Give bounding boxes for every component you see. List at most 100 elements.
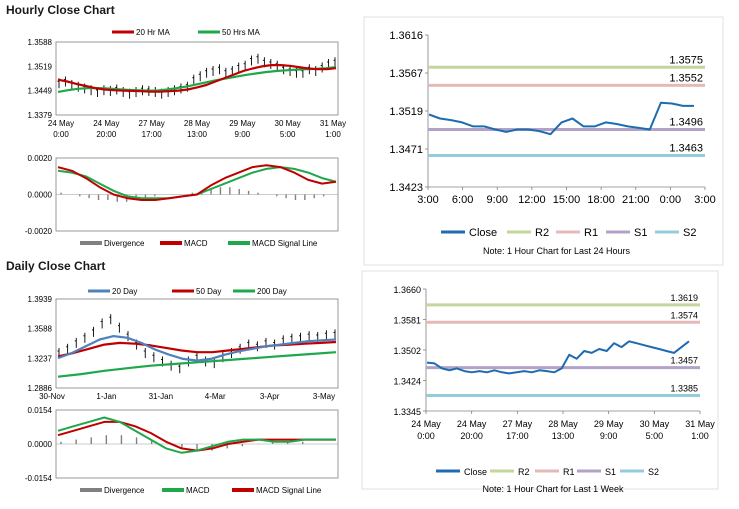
hourly-levels-legend-label: Close [469,227,497,239]
hourly-macd-ytick-label: -0.0020 [25,227,53,236]
daily-levels-legend-label: Close [464,467,487,477]
hourly-levels-legend-label: R2 [535,227,549,239]
hourly-price-xtick-label: 24 May [48,119,74,128]
hourly-macd-series-macd [57,164,337,201]
hourly-levels-xtick-label: 3:00 [417,194,438,206]
daily-levels-xtick-label: 24 May [411,419,441,429]
daily-levels-xtick-label: 13:00 [552,431,575,441]
daily-levels-xtick-label: 28 May [548,419,578,429]
hourly-price-frame [55,41,339,116]
daily-levels-legend-label: S1 [605,467,616,477]
hourly-levels-level-label-s1: 1.3496 [669,117,703,129]
hourly-levels-ytick-label: 1.3471 [389,144,423,156]
hourly-price-ytick-label: 1.3588 [28,38,53,47]
daily-macd-legend-label: Divergence [104,486,145,495]
daily-levels-xtick-label: 31 May [685,419,715,429]
hourly-levels-level-label-r1: 1.3552 [669,72,703,84]
hourly-price-legend-label: 50 Hrs MA [222,28,260,37]
daily-price-ytick-label: 1.3588 [28,325,53,334]
daily-price-series-20-day [57,335,337,362]
hourly-price-xtick-label: 5:00 [280,130,296,139]
daily-levels-legend-label: R1 [563,467,575,477]
hourly-price-xtick-label: 9:00 [235,130,251,139]
daily-section-title: Daily Close Chart [6,259,106,273]
daily-macd-ytick-label: -0.0154 [25,474,53,483]
hourly-price-xtick-label: 13:00 [187,130,208,139]
hourly-levels-ytick-label: 1.3616 [389,30,423,42]
hourly-price-ytick-label: 1.3519 [28,62,53,71]
daily-levels-ytick-label: 1.3502 [393,346,421,356]
daily-price-ytick-label: 1.3939 [28,295,53,304]
hourly-levels-note: Note: 1 Hour Chart for Last 24 Hours [483,246,631,256]
hourly-levels-legend-label: R1 [584,227,598,239]
daily-price-legend-label: 20 Day [112,287,137,296]
daily-price-xtick-label: 4-Mar [205,392,226,401]
daily-levels-xtick-label: 17:00 [506,431,529,441]
daily-levels-level-label-s1: 1.3457 [670,356,698,366]
hourly-macd-legend-label: MACD Signal Line [252,239,318,248]
daily-price-xtick-label: 30-Nov [39,392,65,401]
hourly-price-xtick-label: 24 May [93,119,119,128]
daily-levels-legend-label: S2 [648,467,659,477]
daily-price-xtick-label: 3-Apr [260,392,280,401]
hourly-levels-xtick-label: 0:00 [660,194,681,206]
daily-levels-ytick-label: 1.3660 [393,285,421,295]
daily-price-ytick-label: 1.3237 [28,354,53,363]
hourly-price-legend-label: 20 Hr MA [136,28,170,37]
hourly-levels-ytick-label: 1.3519 [389,106,423,118]
daily-levels-xtick-label: 24 May [457,419,487,429]
hourly-macd-ytick-label: 0.0020 [28,154,53,163]
daily-levels-xtick-label: 0:00 [417,431,435,441]
daily-price-xtick-label: 1-Jan [96,392,116,401]
hourly-levels-level-label-r2: 1.3575 [669,54,703,66]
hourly-levels-xtick-label: 18:00 [587,194,615,206]
hourly-price-xtick-label: 28 May [184,119,210,128]
hourly-levels-xtick-label: 21:00 [622,194,650,206]
hourly-price-ytick-label: 1.3449 [28,87,53,96]
hourly-levels-xtick-label: 3:00 [694,194,715,206]
daily-levels-note: Note: 1 Hour Chart for Last 1 Week [483,484,624,494]
daily-levels-ytick-label: 1.3345 [393,407,421,417]
hourly-levels-xtick-label: 6:00 [452,194,473,206]
hourly-macd-ytick-label: 0.0000 [28,191,53,200]
hourly-price-xtick-label: 17:00 [142,130,163,139]
hourly-price-series-20-hr-ma [57,63,337,93]
daily-price-xtick-label: 3-May [313,392,335,401]
daily-levels-legend-label: R2 [518,467,530,477]
daily-levels-xtick-label: 29 May [594,419,624,429]
hourly-levels-legend-label: S2 [683,227,696,239]
daily-price-series-200-day [57,351,337,378]
daily-levels-xtick-label: 9:00 [600,431,618,441]
hourly-levels-xtick-label: 9:00 [487,194,508,206]
hourly-price-xtick-label: 29 May [229,119,255,128]
hourly-levels-ytick-label: 1.3567 [389,68,423,80]
hourly-macd-legend-label: MACD [184,239,208,248]
daily-price-ytick-label: 1.2886 [28,384,53,393]
hourly-levels-xtick-label: 12:00 [518,194,546,206]
daily-levels-ytick-label: 1.3424 [393,377,421,387]
daily-macd-series-macd [57,416,336,454]
daily-price-legend-label: 200 Day [257,287,287,296]
daily-macd-legend-label: MACD Signal Line [256,486,322,495]
hourly-levels-panel-border [363,16,724,266]
daily-price-legend-label: 50 Day [196,287,221,296]
hourly-levels-ytick-label: 1.3423 [389,182,423,194]
daily-macd-legend-label: MACD [186,486,210,495]
daily-levels-xtick-label: 30 May [640,419,670,429]
daily-levels-xtick-label: 5:00 [646,431,664,441]
hourly-price-xtick-label: 0:00 [53,130,69,139]
hourly-section-title: Hourly Close Chart [6,3,115,17]
daily-levels-panel-border [361,270,719,490]
daily-levels-series-close [426,340,690,375]
hourly-macd-legend-label: Divergence [104,239,145,248]
daily-levels-level-label-r1: 1.3574 [670,310,698,320]
hourly-price-xtick-label: 20:00 [96,130,117,139]
daily-levels-ytick-label: 1.3581 [393,316,421,326]
hourly-price-xtick-label: 1:00 [325,130,341,139]
hourly-levels-level-label-s2: 1.3463 [669,142,703,154]
daily-macd-ytick-label: 0.0000 [28,440,53,449]
hourly-price-ytick-label: 1.3379 [28,111,53,120]
daily-levels-level-label-r2: 1.3619 [670,293,698,303]
daily-macd-ytick-label: 0.0154 [28,406,53,415]
